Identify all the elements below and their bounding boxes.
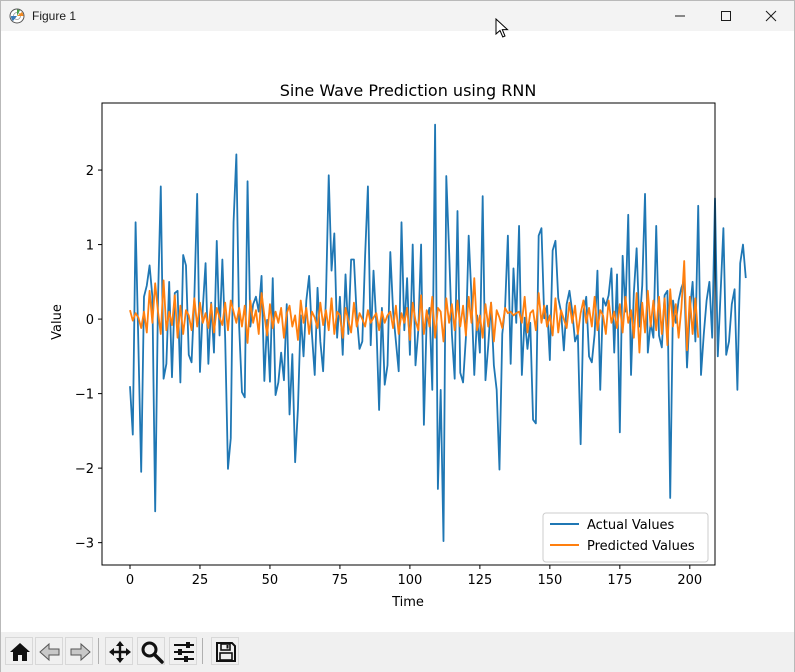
back-button[interactable]: [35, 637, 63, 665]
matplotlib-logo-icon: [9, 8, 25, 24]
close-button[interactable]: [748, 1, 794, 31]
chart-title: Sine Wave Prediction using RNN: [280, 81, 537, 100]
mouse-cursor-icon: [495, 18, 509, 38]
legend-label-actual: Actual Values: [587, 518, 675, 533]
home-icon: [10, 643, 30, 661]
plot-area: [101, 102, 747, 566]
y-tick-label: −2: [75, 462, 94, 477]
back-icon: [39, 642, 60, 662]
predicted-values-line: [129, 260, 700, 354]
chart-canvas[interactable]: Sine Wave Prediction using RNN 0 25 50 75 10…: [1, 32, 794, 631]
maximize-icon: [721, 11, 731, 21]
pan-icon: [109, 641, 131, 663]
y-tick-label: 1: [86, 239, 94, 254]
x-tick-label: 200: [677, 573, 702, 588]
x-tick-label: 0: [126, 573, 134, 588]
actual-values-line: [129, 123, 747, 543]
close-icon: [765, 10, 777, 22]
x-tick-label: 25: [192, 573, 209, 588]
configure-icon: [174, 642, 194, 662]
x-tick-label: 150: [537, 573, 562, 588]
title-bar[interactable]: Figure 1: [1, 1, 794, 31]
axis-ticks: 0 25 50 75 100 125 150 175 200 −3 −2 −1 0 1 2: [75, 164, 702, 588]
x-tick-label: 125: [467, 573, 492, 588]
pan-button[interactable]: [105, 637, 133, 665]
maximize-button[interactable]: [703, 1, 749, 31]
save-button[interactable]: [211, 637, 239, 665]
minimize-icon: [675, 15, 685, 17]
y-tick-label: 2: [86, 164, 94, 179]
minimize-button[interactable]: [657, 1, 703, 31]
window-title: Figure 1: [32, 9, 77, 23]
y-tick-label: −1: [75, 388, 94, 403]
y-axis-label: Value: [50, 304, 65, 340]
x-axis-label: Time: [391, 595, 424, 610]
toolbar-separator: [98, 638, 99, 664]
forward-icon: [70, 642, 91, 662]
toolbar-separator: [202, 638, 203, 664]
y-tick-label: 0: [86, 313, 94, 328]
home-button[interactable]: [5, 637, 33, 665]
legend-label-predicted: Predicted Values: [587, 539, 695, 554]
configure-subplots-button[interactable]: [169, 637, 197, 665]
axes-frame: [101, 102, 716, 566]
legend-box: [542, 512, 709, 563]
zoom-button[interactable]: [137, 637, 165, 665]
x-tick-label: 100: [397, 573, 422, 588]
forward-button[interactable]: [65, 637, 93, 665]
x-tick-label: 175: [607, 573, 632, 588]
y-tick-label: −3: [75, 537, 94, 552]
navigation-toolbar: [1, 632, 794, 672]
x-tick-label: 75: [332, 573, 349, 588]
zoom-icon: [141, 641, 164, 664]
x-tick-label: 50: [262, 573, 279, 588]
legend: Actual Values Predicted Values: [542, 512, 709, 563]
save-icon: [216, 642, 236, 662]
